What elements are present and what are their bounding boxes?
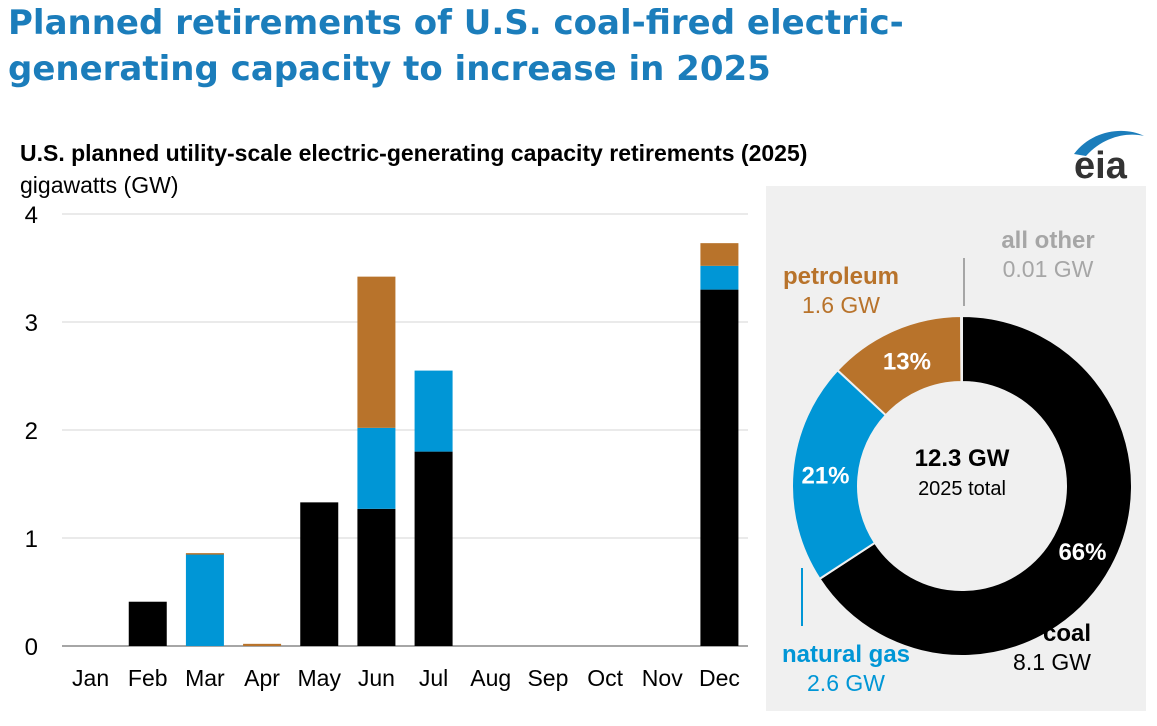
y-tick-label: 4 — [25, 202, 38, 229]
x-tick-label: Nov — [642, 665, 683, 691]
x-tick-label: Feb — [128, 665, 168, 691]
eia-logo: eia — [1074, 130, 1144, 184]
bars — [128, 243, 739, 646]
slice-name-label: petroleum — [783, 263, 899, 290]
slice-value-label: 1.6 GW — [802, 292, 880, 318]
gridlines — [62, 213, 748, 647]
bar-petroleum-dec — [700, 243, 739, 266]
donut-panel: 66% 21% 13% coal 8.1 GW natural gas 2.6 GW petr… — [766, 186, 1146, 711]
donut-center-value: 12.3 GW — [915, 445, 1010, 472]
y-tick-label: 0 — [25, 634, 38, 661]
bar-petroleum-apr — [243, 643, 282, 646]
slice-name-label: all other — [1001, 227, 1094, 254]
slice-name-label: coal — [1043, 620, 1091, 647]
x-tick-label: Dec — [699, 665, 740, 691]
x-tick-label: Apr — [244, 665, 280, 691]
slice-percent-label: 66% — [1058, 539, 1106, 566]
bar-coal-may — [300, 502, 339, 646]
y-axis-unit-label: gigawatts (GW) — [20, 172, 179, 198]
x-axis-ticks: Jan Feb Mar Apr May Jun Jul Aug Sep Oct Nov Dec — [72, 665, 740, 691]
bar-natural-gas-jul — [414, 370, 453, 452]
eia-logo-swoosh — [1074, 130, 1144, 156]
donut-slices — [791, 314, 1133, 657]
y-tick-label: 3 — [25, 310, 38, 337]
slice-coal — [818, 314, 1133, 657]
bar-petroleum-mar — [185, 553, 224, 555]
x-tick-label: May — [298, 665, 342, 691]
bar-chart: 0 1 2 3 4 Jan Feb Mar Apr May Jun Jul Aug Sep Oct Nov D… — [25, 202, 748, 691]
chart-title: U.S. planned utility-scale electric-gene… — [20, 140, 808, 166]
x-tick-label: Jun — [358, 665, 395, 691]
slice-percent-label: 21% — [801, 462, 849, 489]
donut-center-label: 2025 total — [918, 478, 1006, 500]
bar-petroleum-jun — [357, 276, 396, 428]
headline: Planned retirements of U.S. coal-fired e… — [8, 3, 904, 89]
eia-logo-text: eia — [1074, 145, 1128, 184]
x-tick-label: Oct — [587, 665, 623, 691]
slice-value-label: 0.01 GW — [1003, 256, 1094, 282]
bar-coal-jul — [414, 451, 453, 646]
bar-natural-gas-mar — [185, 554, 224, 646]
bar-natural-gas-jun — [357, 427, 396, 509]
slice-value-label: 8.1 GW — [1013, 649, 1091, 675]
slice-name-label: natural gas — [782, 641, 910, 668]
x-tick-label: Aug — [470, 665, 511, 691]
bar-coal-jun — [357, 508, 396, 646]
x-tick-label: Jan — [72, 665, 109, 691]
bar-coal-feb — [128, 601, 167, 646]
slice-percent-label: 13% — [883, 349, 931, 376]
x-tick-label: Sep — [527, 665, 568, 691]
slice-all-other — [960, 314, 963, 384]
y-tick-label: 2 — [25, 418, 38, 445]
y-tick-label: 1 — [25, 526, 38, 553]
slice-value-label: 2.6 GW — [807, 670, 885, 696]
x-tick-label: Mar — [185, 665, 225, 691]
bar-natural-gas-dec — [700, 265, 739, 290]
bar-coal-dec — [700, 289, 739, 646]
y-axis-ticks: 0 1 2 3 4 — [25, 202, 38, 661]
x-tick-label: Jul — [419, 665, 448, 691]
